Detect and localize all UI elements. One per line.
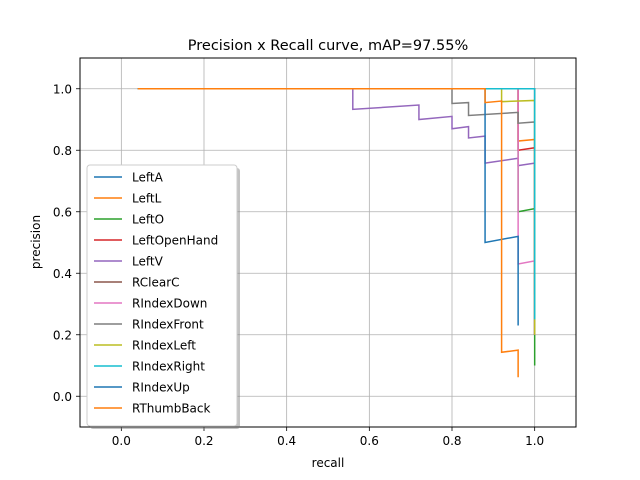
y-tick-label: 0.2 [53,328,72,342]
legend-label: RIndexLeft [132,339,196,353]
plot-lines [137,88,536,378]
x-tick-label: 0.0 [112,434,131,448]
x-tick-label: 0.2 [194,434,213,448]
y-axis-ticks: 0.0 0.2 0.4 0.6 0.8 1.0 [53,82,80,404]
x-axis-ticks: 0.0 0.2 0.4 0.6 0.8 1.0 [112,427,544,448]
chart-title: Precision x Recall curve, mAP=97.55% [188,38,468,54]
plot-frame [79,57,577,428]
legend: LeftA LeftL LeftO LeftOpenHand LeftV RClearC R… [86,164,240,429]
x-tick-label: 0.6 [360,434,379,448]
legend-label: LeftV [132,255,164,269]
x-tick-label: 1.0 [525,434,544,448]
legend-box [86,164,238,427]
y-axis-label: precision [29,215,43,269]
series-line-rindexfront [137,88,536,335]
legend-label: RIndexUp [132,381,190,395]
legend-label: LeftA [132,171,164,185]
legend-label: LeftOpenHand [132,234,218,248]
y-tick-label: 1.0 [53,82,72,96]
legend-label: RThumbBack [132,402,210,416]
legend-label: RIndexRight [132,360,205,374]
x-tick-label: 0.4 [277,434,296,448]
legend-label: LeftO [132,213,164,227]
x-tick-label: 0.8 [442,434,461,448]
y-tick-label: 0.8 [53,144,72,158]
legend-label: LeftL [132,192,162,206]
y-tick-label: 0.0 [53,390,72,404]
legend-label: RIndexDown [132,297,207,311]
x-axis-label: recall [312,456,345,470]
y-tick-label: 0.4 [53,267,72,281]
series-line-rthumbback [137,88,519,378]
y-tick-label: 0.6 [53,205,72,219]
legend-label: RIndexFront [132,318,204,332]
legend-label: RClearC [132,276,180,290]
